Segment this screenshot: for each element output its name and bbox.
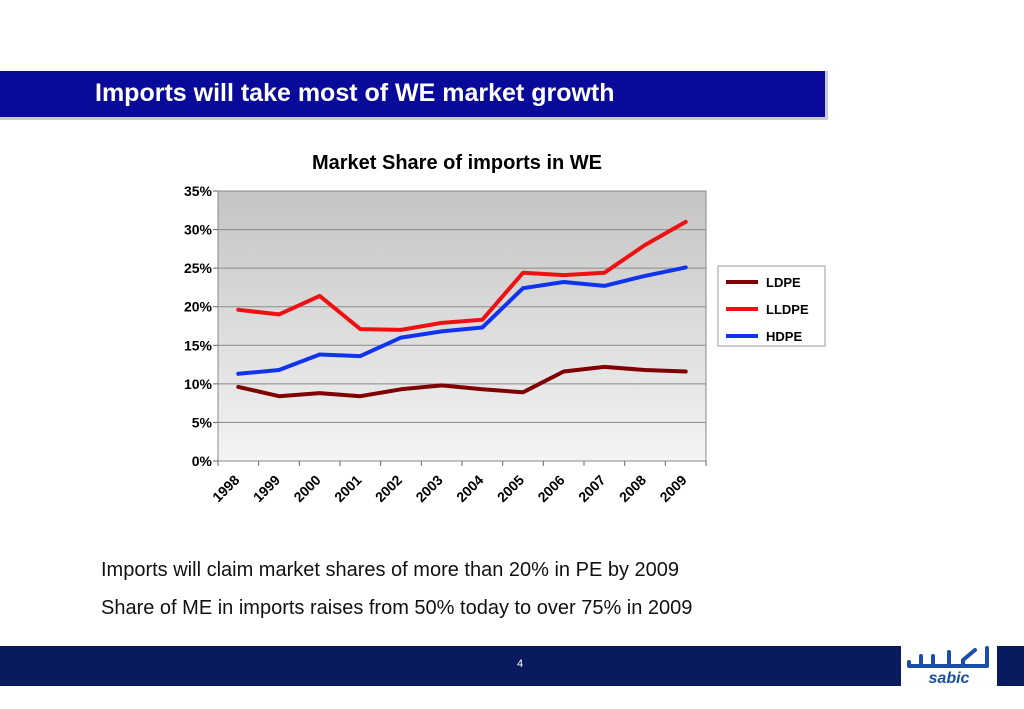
y-tick-label: 0%	[192, 453, 213, 469]
x-tick-label: 2001	[331, 472, 364, 505]
page-number: 4	[516, 658, 524, 670]
x-tick-label: 2009	[656, 472, 689, 505]
series-line-lldpe	[236, 219, 688, 332]
x-tick-label: 2005	[494, 472, 527, 505]
series-line-hdpe	[236, 265, 688, 376]
x-tick-label: 2002	[372, 472, 405, 505]
x-tick-label: 2008	[616, 472, 649, 505]
x-tick-label: 2004	[453, 472, 486, 505]
logo-text: sabic	[929, 670, 970, 687]
sabic-logo: sabic	[901, 638, 997, 688]
y-tick-label: 35%	[184, 183, 213, 199]
y-tick-label: 5%	[192, 414, 213, 430]
y-tick-label: 30%	[184, 222, 213, 238]
y-tick-label: 15%	[184, 337, 213, 353]
y-tick-label: 20%	[184, 299, 213, 315]
legend-label: LLDPE	[766, 302, 809, 317]
footer-bar: 4	[0, 646, 1024, 686]
x-tick-label: 2003	[412, 472, 445, 505]
x-tick-label: 1999	[250, 472, 283, 505]
legend-label: HDPE	[766, 329, 802, 344]
slide-heading: Imports will take most of WE market grow…	[95, 79, 615, 107]
x-tick-label: 2007	[575, 472, 608, 505]
y-tick-label: 10%	[184, 376, 213, 392]
y-tick-label: 25%	[184, 260, 213, 276]
series-line-ldpe	[236, 364, 688, 399]
x-tick-label: 1998	[209, 472, 242, 505]
plot-area	[217, 190, 707, 462]
x-tick-label: 2006	[534, 472, 567, 505]
x-tick-label: 2000	[290, 472, 323, 505]
legend	[717, 265, 826, 347]
title-bar: Imports will take most of WE market grow…	[0, 71, 828, 120]
chart-title: Market Share of imports in WE	[312, 152, 602, 174]
sabic-logo-icon: sabic	[907, 646, 989, 687]
bullet-text: Share of ME in imports raises from 50% t…	[101, 597, 693, 619]
market-share-chart: Market Share of imports in WE 0% 5% 10% 15% 2…	[184, 152, 826, 505]
bullet-text: Imports will claim market shares of more…	[101, 559, 680, 581]
legend-label: LDPE	[766, 275, 801, 290]
